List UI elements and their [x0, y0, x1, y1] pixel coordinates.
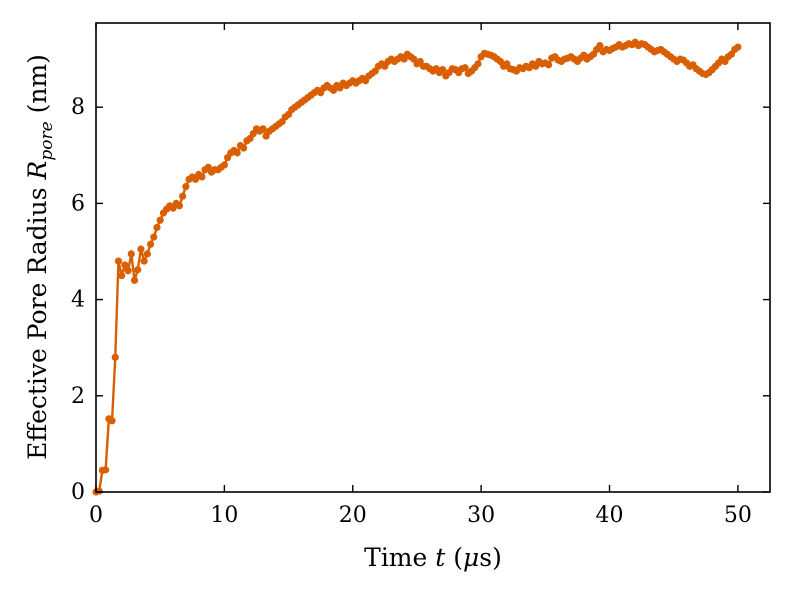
data-point: [140, 257, 148, 265]
y-axis: 0 2 4 6 8: [71, 95, 770, 505]
data-point: [118, 271, 126, 280]
plot-area: [92, 38, 742, 496]
x-axis: 0 10 20 30 40 50: [89, 23, 752, 528]
data-point: [108, 417, 116, 425]
y-tick-label: 8: [71, 95, 85, 120]
y-tick-label: 4: [71, 288, 85, 313]
x-tick-label: 40: [596, 503, 624, 528]
x-tick-label: 0: [89, 503, 103, 528]
data-point: [134, 266, 142, 274]
data-point: [461, 64, 469, 72]
data-point: [102, 466, 110, 474]
data-point: [175, 202, 184, 210]
data-point: [198, 173, 206, 181]
series-line: [95, 41, 739, 494]
data-point: [121, 261, 129, 269]
data-point: [220, 161, 228, 169]
data-point: [127, 250, 135, 258]
x-tick-label: 30: [467, 503, 495, 528]
data-point: [95, 487, 103, 495]
data-point: [182, 182, 190, 191]
data-point: [156, 216, 164, 224]
x-axis-label: Time t (μs): [364, 543, 502, 572]
data-point: [124, 267, 132, 275]
data-point: [114, 257, 123, 265]
x-tick-label: 50: [724, 503, 752, 528]
data-point: [111, 353, 119, 361]
data-point: [150, 233, 158, 241]
data-point: [474, 60, 482, 68]
data-point: [137, 245, 145, 253]
axes-frame: [95, 22, 771, 493]
data-point: [259, 125, 267, 133]
y-tick-label: 0: [71, 480, 85, 505]
x-tick-label: 20: [339, 503, 367, 528]
data-point: [153, 223, 161, 232]
data-point: [734, 43, 742, 51]
y-tick-label: 6: [71, 191, 85, 216]
data-point: [596, 42, 604, 50]
data-point: [146, 240, 155, 248]
data-point: [240, 144, 248, 152]
data-point: [439, 66, 447, 74]
data-point: [544, 61, 553, 69]
y-tick-label: 2: [71, 384, 85, 409]
data-point: [233, 149, 241, 157]
y-axis-label: Effective Pore Radius Rpore (nm): [23, 54, 57, 460]
data-point: [179, 192, 187, 200]
data-point: [143, 250, 151, 258]
x-tick-label: 10: [210, 503, 238, 528]
data-point: [130, 276, 139, 284]
